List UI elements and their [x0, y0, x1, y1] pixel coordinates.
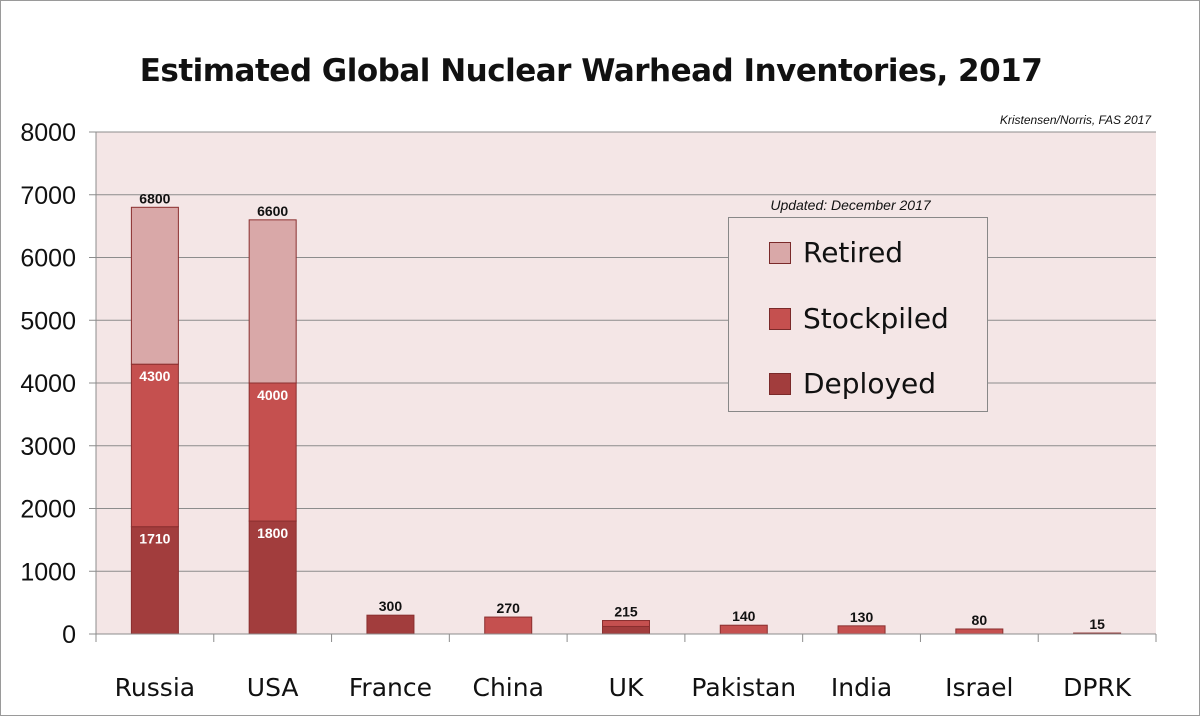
bar-stockpiled-china — [484, 616, 533, 635]
deployed-label: 1710 — [139, 531, 170, 547]
x-tick-label: India — [831, 673, 892, 702]
legend-swatch-deployed — [769, 372, 791, 395]
bar-stockpiled-russia — [130, 363, 179, 528]
total-label: 130 — [850, 609, 874, 625]
x-tick-label: UK — [609, 673, 644, 702]
legend-label: Stockpiled — [803, 302, 949, 335]
x-tick-label: USA — [247, 673, 299, 702]
bar-stockpiled-usa — [248, 382, 297, 522]
total-label: 15 — [1089, 616, 1105, 632]
y-tick-label: 0 — [62, 621, 76, 649]
y-tick-label: 8000 — [20, 119, 76, 147]
x-tick-label: Israel — [945, 673, 1013, 702]
legend-item-stockpiled: Stockpiled — [769, 302, 949, 335]
y-tick-label: 5000 — [20, 307, 76, 335]
legend-swatch-retired — [769, 241, 791, 264]
bar-retired-usa — [248, 219, 297, 384]
bar-retired-russia — [130, 206, 179, 365]
x-tick-label: China — [473, 673, 544, 702]
y-tick-label: 7000 — [20, 182, 76, 210]
bar-deployed-uk — [602, 625, 650, 635]
y-tick-label: 2000 — [20, 496, 76, 524]
source-note: Kristensen/Norris, FAS 2017 — [999, 113, 1151, 127]
legend-label: Deployed — [803, 367, 937, 400]
x-tick-label: Pakistan — [691, 673, 796, 702]
total-label: 80 — [972, 612, 988, 628]
bar-stockpiled-uk — [602, 620, 650, 627]
total-label: 300 — [379, 598, 403, 614]
legend-item-retired: Retired — [769, 236, 903, 269]
legend-label: Retired — [803, 236, 904, 269]
legend: Retired Stockpiled Deployed — [728, 217, 988, 412]
deployed-label: 1800 — [257, 525, 288, 541]
total-label: 270 — [497, 600, 521, 616]
y-tick-label: 1000 — [20, 558, 76, 586]
stockpile-label: 4000 — [257, 387, 288, 403]
stockpile-label: 4300 — [139, 368, 170, 384]
bar-stockpiled-pakistan — [719, 624, 768, 635]
bar-stockpiled-israel — [955, 628, 1004, 635]
y-tick-label: 6000 — [20, 245, 76, 273]
y-tick-label: 3000 — [20, 433, 76, 461]
x-tick-label: Russia — [115, 673, 195, 702]
bar-stockpiled-india — [837, 625, 886, 635]
x-tick-label: DPRK — [1063, 673, 1132, 702]
legend-item-deployed: Deployed — [769, 367, 936, 400]
legend-note: Updated: December 2017 — [770, 197, 931, 213]
chart-title: Estimated Global Nuclear Warhead Invento… — [139, 53, 1043, 89]
y-tick-label: 4000 — [20, 370, 76, 398]
bar-deployed-france — [366, 614, 415, 635]
total-label: 6600 — [257, 203, 288, 219]
x-tick-label: France — [349, 673, 432, 702]
legend-swatch-stockpiled — [769, 307, 791, 330]
total-label: 6800 — [139, 190, 170, 206]
total-label: 140 — [732, 608, 756, 624]
total-label: 215 — [614, 604, 638, 620]
